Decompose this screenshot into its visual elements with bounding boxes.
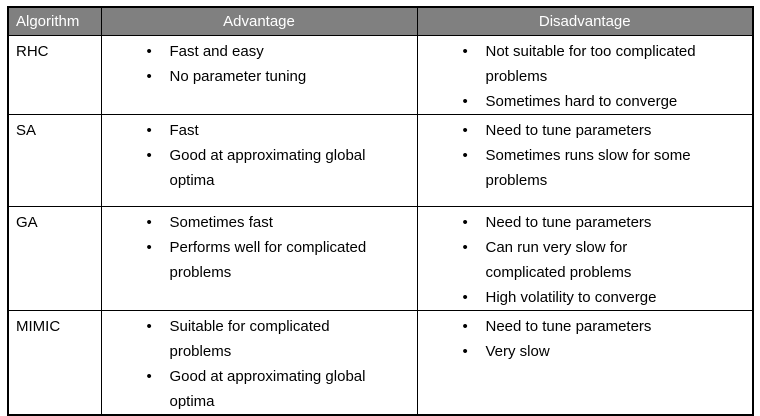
list-item: • Performs well for complicated problems [147, 235, 411, 285]
bullet-icon: • [146, 318, 152, 335]
bullet-text: Sometimes fast [169, 214, 273, 231]
bullet-icon: • [146, 122, 152, 139]
bullet-text: Can run very slow for complicated proble… [485, 239, 632, 281]
bullet-text: Good at approximating global optima [169, 147, 366, 189]
bullet-text: Suitable for complicated problems [169, 318, 330, 360]
disadvantage-list: • Need to tune parameters • Sometimes runs… [418, 118, 752, 193]
document-page: Algorithm Advantage Disadvantage RHC • Fa… [7, 6, 754, 416]
advantage-list: • Fast and easy • No parameter tuning [102, 39, 416, 89]
bullet-icon: • [462, 122, 468, 139]
list-item: • Need to tune parameters [463, 118, 747, 143]
cell-algorithm-rhc: RHC [7, 35, 102, 115]
bullet-icon: • [146, 368, 152, 385]
cell-advantages-ga: • Sometimes fast • Performs well for compl… [100, 206, 418, 311]
bullet-text: Fast and easy [169, 43, 264, 60]
list-item: • Can run very slow for complicated probl… [463, 235, 747, 285]
list-item: • High volatility to converge [463, 285, 747, 310]
bullet-icon: • [146, 147, 152, 164]
cell-advantages-rhc: • Fast and easy • No parameter tuning [100, 35, 418, 115]
list-item: • Not suitable for too complicated proble… [463, 39, 747, 89]
algorithm-comparison-table: Algorithm Advantage Disadvantage RHC • Fa… [7, 6, 754, 416]
cell-algorithm-ga: GA [7, 206, 102, 311]
table-row-mimic: MIMIC • Suitable for complicated problems… [7, 310, 754, 416]
bullet-text: Fast [169, 122, 199, 139]
header-algorithm: Algorithm [7, 6, 102, 36]
disadvantage-list: • Need to tune parameters • Very slow [418, 314, 752, 364]
bullet-icon: • [146, 68, 152, 85]
cell-disadvantages-ga: • Need to tune parameters • Can run very s… [416, 206, 754, 311]
list-item: • Very slow [463, 339, 747, 364]
list-item: • Sometimes fast [147, 210, 411, 235]
list-item: • No parameter tuning [147, 64, 411, 89]
bullet-icon: • [462, 343, 468, 360]
bullet-text: Need to tune parameters [485, 214, 652, 231]
list-item: • Suitable for complicated problems [147, 314, 411, 364]
bullet-text: Performs well for complicated problems [169, 239, 367, 281]
bullet-icon: • [146, 239, 152, 256]
table-row-sa: SA • Fast • Good at approximating global o… [7, 114, 754, 207]
bullet-icon: • [462, 147, 468, 164]
disadvantage-list: • Not suitable for too complicated proble… [418, 39, 752, 114]
bullet-icon: • [462, 289, 468, 306]
cell-algorithm-sa: SA [7, 114, 102, 207]
table-row-ga: GA • Sometimes fast • Performs well for co… [7, 206, 754, 311]
bullet-text: Very slow [485, 343, 550, 360]
bullet-icon: • [462, 318, 468, 335]
advantage-list: • Fast • Good at approximating global opti… [102, 118, 416, 193]
bullet-icon: • [462, 93, 468, 110]
bullet-text: Not suitable for too complicated problem… [485, 43, 696, 85]
cell-disadvantages-mimic: • Need to tune parameters • Very slow [416, 310, 754, 416]
header-row: Algorithm Advantage Disadvantage [7, 6, 754, 36]
list-item: • Need to tune parameters [463, 314, 747, 339]
advantage-list: • Suitable for complicated problems • Good… [102, 314, 416, 414]
bullet-icon: • [146, 214, 152, 231]
bullet-text: High volatility to converge [485, 289, 657, 306]
cell-disadvantages-rhc: • Not suitable for too complicated proble… [416, 35, 754, 115]
bullet-text: Need to tune parameters [485, 318, 652, 335]
list-item: • Good at approximating global optima [147, 143, 411, 193]
table-row-rhc: RHC • Fast and easy • No parameter tuning … [7, 35, 754, 115]
bullet-text: Need to tune parameters [485, 122, 652, 139]
list-item: • Need to tune parameters [463, 210, 747, 235]
cell-advantages-sa: • Fast • Good at approximating global opti… [100, 114, 418, 207]
list-item: • Sometimes hard to converge [463, 89, 747, 114]
header-advantage: Advantage [100, 6, 418, 36]
bullet-text: Sometimes runs slow for some problems [485, 147, 691, 189]
bullet-icon: • [146, 43, 152, 60]
cell-algorithm-mimic: MIMIC [7, 310, 102, 416]
header-disadvantage: Disadvantage [416, 6, 754, 36]
bullet-icon: • [462, 214, 468, 231]
bullet-text: Sometimes hard to converge [485, 93, 678, 110]
list-item: • Sometimes runs slow for some problems [463, 143, 747, 193]
list-item: • Fast and easy [147, 39, 411, 64]
cell-advantages-mimic: • Suitable for complicated problems • Good… [100, 310, 418, 416]
bullet-text: No parameter tuning [169, 68, 307, 85]
bullet-text: Good at approximating global optima [169, 368, 366, 410]
cell-disadvantages-sa: • Need to tune parameters • Sometimes runs… [416, 114, 754, 207]
list-item: • Fast [147, 118, 411, 143]
list-item: • Good at approximating global optima [147, 364, 411, 414]
bullet-icon: • [462, 239, 468, 256]
advantage-list: • Sometimes fast • Performs well for compl… [102, 210, 416, 285]
disadvantage-list: • Need to tune parameters • Can run very s… [418, 210, 752, 310]
bullet-icon: • [462, 43, 468, 60]
